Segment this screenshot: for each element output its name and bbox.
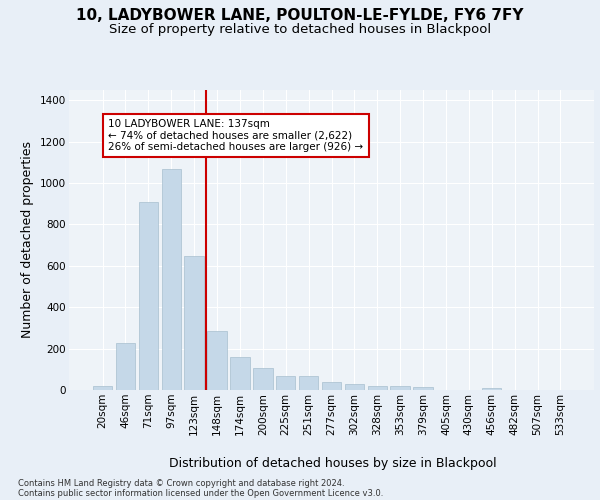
Bar [391,386,410,390]
Bar [253,368,272,390]
Text: Size of property relative to detached houses in Blackpool: Size of property relative to detached ho… [109,22,491,36]
Bar [322,382,341,390]
Y-axis label: Number of detached properties: Number of detached properties [22,142,34,338]
Bar [161,168,181,390]
Bar [93,386,112,390]
Bar [184,256,204,390]
Bar [482,388,502,390]
Text: 10, LADYBOWER LANE, POULTON-LE-FYLDE, FY6 7FY: 10, LADYBOWER LANE, POULTON-LE-FYLDE, FY… [76,8,524,22]
Text: Contains public sector information licensed under the Open Government Licence v3: Contains public sector information licen… [18,488,383,498]
Text: Distribution of detached houses by size in Blackpool: Distribution of detached houses by size … [169,458,497,470]
Bar [139,202,158,390]
Bar [116,344,135,390]
Bar [208,331,227,390]
Bar [299,376,319,390]
Bar [368,386,387,390]
Bar [230,357,250,390]
Bar [344,384,364,390]
Bar [413,388,433,390]
Bar [276,376,295,390]
Text: Contains HM Land Registry data © Crown copyright and database right 2024.: Contains HM Land Registry data © Crown c… [18,478,344,488]
Text: 10 LADYBOWER LANE: 137sqm
← 74% of detached houses are smaller (2,622)
26% of se: 10 LADYBOWER LANE: 137sqm ← 74% of detac… [109,119,364,152]
